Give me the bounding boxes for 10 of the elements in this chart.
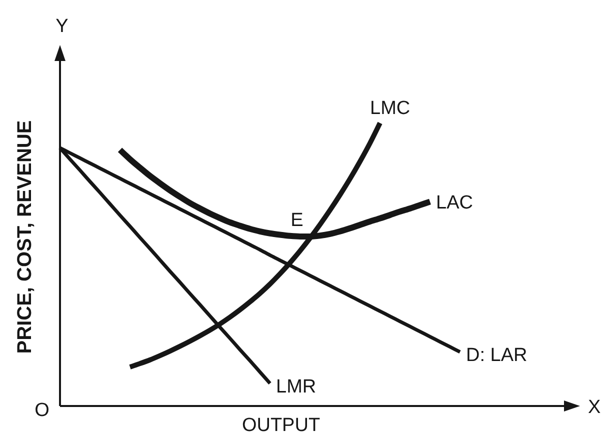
series-label: LMC [370, 98, 410, 119]
series-label: D: LAR [466, 344, 528, 366]
text: Y [56, 16, 69, 37]
annotation: E [290, 210, 304, 232]
series-label: LMR [276, 376, 316, 398]
series-label: LAC [436, 192, 473, 214]
x-axis-title: OUTPUT [242, 415, 320, 434]
text: O [34, 400, 50, 421]
text: X [588, 397, 601, 418]
y-axis-title: PRICE, COST, REVENUE [14, 120, 36, 354]
